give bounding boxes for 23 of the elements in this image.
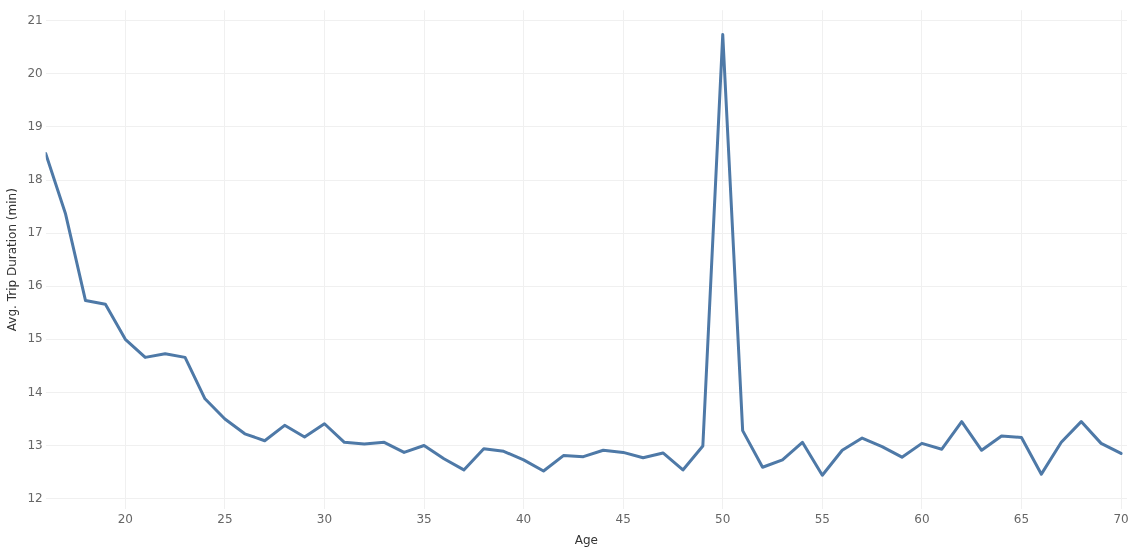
x-tick-label: 55 — [814, 511, 830, 526]
x-tick-label: 70 — [1113, 511, 1129, 526]
x-axis-title: Age — [574, 532, 598, 547]
y-axis-title: Avg. Trip Duration (min) — [5, 188, 20, 332]
x-tick-label: 60 — [914, 511, 930, 526]
y-tick-label: 13 — [27, 437, 43, 452]
y-tick-label: 17 — [27, 225, 43, 240]
x-tick-label: 30 — [316, 511, 333, 526]
y-tick-label: 20 — [27, 66, 43, 81]
y-tick-label: 12 — [27, 490, 43, 505]
x-tick-label: 65 — [1013, 511, 1030, 526]
x-tick-label: 45 — [615, 511, 631, 526]
x-tick-label: 40 — [515, 511, 532, 526]
x-tick-label: 35 — [416, 511, 432, 526]
y-tick-label: 15 — [27, 331, 43, 346]
y-tick-label: 16 — [27, 278, 43, 293]
x-tick-label: 50 — [715, 511, 731, 526]
y-tick-label: 19 — [27, 119, 43, 134]
y-tick-label: 18 — [27, 172, 43, 187]
x-tick-label: 20 — [117, 511, 133, 526]
x-tick-label: 25 — [217, 511, 233, 526]
y-tick-label: 14 — [27, 384, 43, 399]
y-tick-label: 21 — [27, 12, 43, 27]
